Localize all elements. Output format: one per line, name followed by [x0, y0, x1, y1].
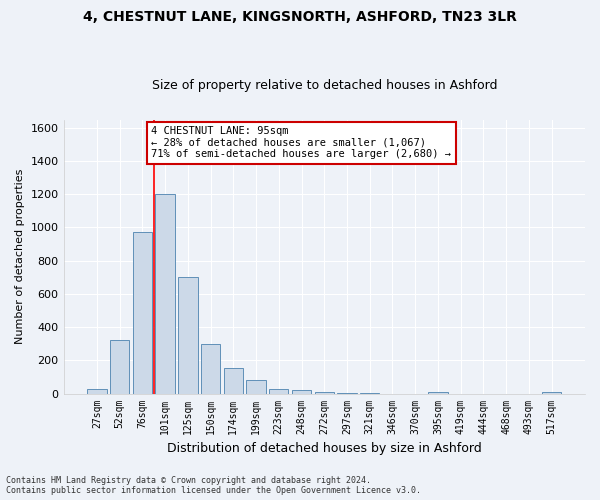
Bar [155, 194, 175, 394]
Bar [224, 368, 243, 394]
Bar [314, 392, 334, 394]
Text: Contains HM Land Registry data © Crown copyright and database right 2024.
Contai: Contains HM Land Registry data © Crown c… [6, 476, 421, 495]
Bar [201, 344, 220, 394]
Bar [110, 340, 130, 394]
Bar [133, 232, 152, 394]
Bar [542, 392, 561, 394]
Bar [360, 392, 379, 394]
Bar [87, 390, 107, 394]
Bar [292, 390, 311, 394]
Bar [428, 392, 448, 394]
Text: 4, CHESTNUT LANE, KINGSNORTH, ASHFORD, TN23 3LR: 4, CHESTNUT LANE, KINGSNORTH, ASHFORD, T… [83, 10, 517, 24]
Bar [247, 380, 266, 394]
Text: 4 CHESTNUT LANE: 95sqm
← 28% of detached houses are smaller (1,067)
71% of semi-: 4 CHESTNUT LANE: 95sqm ← 28% of detached… [151, 126, 451, 160]
Y-axis label: Number of detached properties: Number of detached properties [15, 169, 25, 344]
Bar [269, 388, 289, 394]
Title: Size of property relative to detached houses in Ashford: Size of property relative to detached ho… [152, 79, 497, 92]
Bar [178, 278, 197, 394]
X-axis label: Distribution of detached houses by size in Ashford: Distribution of detached houses by size … [167, 442, 482, 455]
Bar [337, 392, 356, 394]
